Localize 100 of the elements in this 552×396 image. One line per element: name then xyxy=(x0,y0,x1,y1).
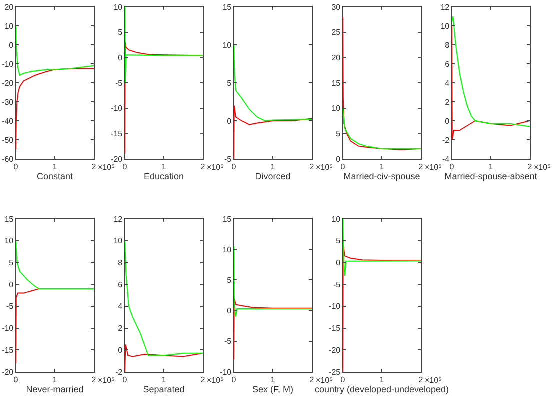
y-tick-label: -60 xyxy=(2,154,14,164)
x-axis-title: Married-spouse-absent xyxy=(444,171,538,182)
line-series xyxy=(234,298,312,360)
x-tick-label: 2 xyxy=(92,375,97,384)
y-tick-label: -5 xyxy=(224,337,232,346)
x-tick-label: 1 xyxy=(270,375,276,384)
y-tick-label: -5 xyxy=(115,78,124,88)
line-series xyxy=(125,7,203,84)
y-tick-label: -20 xyxy=(111,154,124,164)
y-tick-label: -10 xyxy=(329,302,342,312)
y-tick-label: 10 xyxy=(4,22,14,31)
y-tick-label: -25 xyxy=(329,368,342,377)
y-tick-label: 6 xyxy=(445,60,450,69)
x-axis-title: Constant xyxy=(36,171,74,182)
x-tick-label: 2 xyxy=(418,162,424,172)
y-tick-label: 0 xyxy=(9,40,14,50)
y-tick-label: 5 xyxy=(118,28,124,38)
y-tick-label: -15 xyxy=(111,129,124,138)
line-series xyxy=(234,105,312,159)
line-series xyxy=(16,26,94,76)
x-axis-title: Never-married xyxy=(26,384,84,394)
y-tick-label: -10 xyxy=(111,104,124,114)
y-tick-label: 0 xyxy=(227,306,232,316)
x-axis-title: Sex (F, M) xyxy=(252,384,294,394)
y-tick-label: -20 xyxy=(329,346,342,355)
line-series xyxy=(452,16,530,128)
y-tick-label: -10 xyxy=(220,368,232,377)
y-tick-label: 12 xyxy=(440,2,450,12)
y-tick-label: 10 xyxy=(114,2,124,12)
text: ×10⁵ xyxy=(425,376,442,385)
text: ×10⁵ xyxy=(207,163,224,172)
y-tick-label: 8 xyxy=(118,258,124,268)
line-series xyxy=(125,344,203,372)
line-series xyxy=(343,219,421,276)
y-tick-label: 15 xyxy=(222,214,232,224)
y-tick-label: -10 xyxy=(2,324,14,334)
text: ×10⁵ xyxy=(98,376,115,385)
x-tick-label: 2 xyxy=(92,162,97,172)
x-axis-title: Divorced xyxy=(255,171,291,182)
line-series xyxy=(452,26,530,140)
line-series xyxy=(125,240,203,356)
y-tick-label: 5 xyxy=(336,236,342,246)
x-tick-label: 2 xyxy=(310,375,315,384)
line-series xyxy=(16,68,94,150)
y-tick-label: 10 xyxy=(222,245,232,254)
y-tick-label: 5 xyxy=(9,258,14,268)
y-tick-label: 12 xyxy=(114,214,124,224)
y-tick-label: 5 xyxy=(227,276,232,285)
x-tick-label: 1 xyxy=(162,375,167,384)
y-tick-label: 25 xyxy=(332,28,342,38)
text: ×10⁵ xyxy=(425,163,442,172)
x-tick-label: 1 xyxy=(52,375,58,384)
x-tick-label: 2 xyxy=(528,162,533,172)
line-series xyxy=(16,240,94,290)
x-tick-label: 2 xyxy=(200,375,206,384)
x-tick-label: 1 xyxy=(488,162,494,172)
x-tick-label: 2 xyxy=(418,375,424,384)
x-tick-label: 1 xyxy=(52,162,58,172)
y-tick-label: 2 xyxy=(445,98,450,107)
y-tick-label: 0 xyxy=(336,154,342,164)
y-tick-label: 10 xyxy=(222,40,232,50)
x-axis-title: Education xyxy=(144,171,184,182)
y-tick-label: -20 xyxy=(2,78,14,88)
line-series xyxy=(343,108,421,150)
y-tick-label: 10 xyxy=(332,104,342,114)
y-tick-label: -20 xyxy=(2,368,14,377)
y-tick-label: 5 xyxy=(227,78,232,88)
x-tick-label: 1 xyxy=(162,162,167,172)
y-tick-label: 8 xyxy=(445,40,450,50)
y-tick-label: -15 xyxy=(329,324,342,334)
y-tick-label: -5 xyxy=(6,302,14,312)
y-tick-label: 15 xyxy=(332,78,342,88)
y-tick-label: 4 xyxy=(118,302,124,312)
x-axis-title: Separated xyxy=(143,384,185,394)
x-tick-label: 1 xyxy=(270,162,276,172)
y-tick-label: -40 xyxy=(2,116,14,126)
y-tick-label: -15 xyxy=(2,346,14,355)
y-tick-label: 0 xyxy=(118,346,124,355)
y-tick-label: 10 xyxy=(4,236,14,246)
y-tick-label: -10 xyxy=(2,60,14,69)
y-tick-label: -5 xyxy=(333,280,342,290)
y-tick-label: 15 xyxy=(222,2,232,12)
y-tick-label: 0 xyxy=(445,116,450,126)
y-tick-label: 0 xyxy=(227,116,232,126)
line-series xyxy=(234,246,312,318)
y-tick-label: -4 xyxy=(442,154,450,164)
y-tick-label: -2 xyxy=(442,136,450,145)
y-tick-label: 20 xyxy=(4,2,14,12)
x-tick-label: 1 xyxy=(380,375,385,384)
y-tick-label: 0 xyxy=(118,53,124,62)
y-tick-label: 5 xyxy=(336,129,342,138)
x-axis-title: country (developed-undeveloped) xyxy=(314,384,450,394)
y-tick-label: 10 xyxy=(114,236,124,246)
text: ×10⁵ xyxy=(207,376,224,385)
y-tick-label: -5 xyxy=(224,154,232,164)
y-tick-label: -50 xyxy=(2,136,14,145)
x-tick-label: 1 xyxy=(380,162,385,172)
y-tick-label: 0 xyxy=(9,280,14,290)
y-tick-label: -30 xyxy=(2,98,14,107)
y-tick-label: 10 xyxy=(332,214,342,224)
